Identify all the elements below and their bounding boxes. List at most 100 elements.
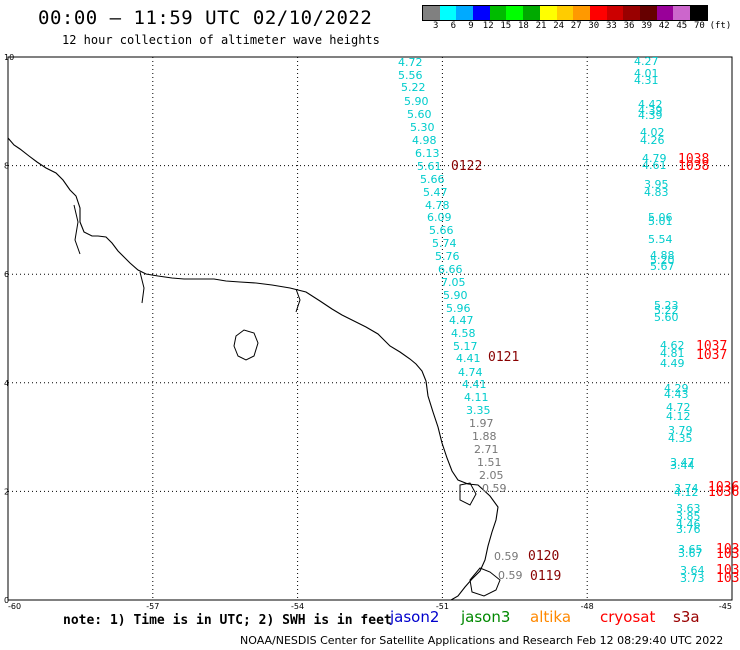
wave-height-obs: 5.74: [432, 237, 457, 250]
color-legend-swatch: [539, 6, 557, 20]
estuary-island: [459, 482, 477, 506]
footer-note: note: 1) Time is in UTC; 2) SWH is in fe…: [63, 613, 392, 628]
buoy-id-label: 103: [716, 547, 739, 562]
wave-height-obs: 4.39: [638, 109, 663, 122]
chart-title: 00:00 – 11:59 UTC 02/10/2022: [38, 7, 373, 29]
wave-height-obs: 5.66: [429, 224, 454, 237]
wave-height-obs: 3.64: [680, 564, 705, 577]
wave-height-obs: 4.46: [676, 518, 701, 531]
color-legend-swatch: [639, 6, 657, 20]
buoy-id-label: 1038: [678, 152, 709, 167]
wave-height-color-legend: [422, 5, 708, 21]
buoy-id-label: 1038: [678, 159, 709, 174]
wave-height-obs: 4.61: [642, 159, 667, 172]
color-legend-swatch: [473, 6, 490, 20]
wave-height-obs: 5.66: [420, 173, 445, 186]
wave-height-obs: 4.41: [462, 378, 487, 391]
x-tick-label: -60: [8, 602, 21, 611]
buoy-id-label: 0122: [451, 159, 482, 174]
wave-height-obs: 6.13: [415, 147, 440, 160]
color-legend-swatch: [606, 6, 624, 20]
wave-height-obs: 4.83: [644, 186, 669, 199]
x-tick-label: -54: [291, 602, 304, 611]
wave-height-obs: 4.42: [638, 98, 663, 111]
color-legend-label: 15: [500, 21, 512, 31]
wave-height-obs: 3.95: [644, 178, 669, 191]
color-legend-label: 45: [676, 21, 688, 31]
wave-height-obs: 4.49: [660, 357, 685, 370]
buoy-id-label: 0119: [530, 569, 561, 584]
color-legend-swatch: [656, 6, 674, 20]
wave-height-obs: 4.74: [458, 366, 483, 379]
color-legend-label: 36: [623, 21, 635, 31]
wave-height-obs: 5.01: [648, 215, 673, 228]
wave-height-obs: 2.71: [474, 443, 499, 456]
wave-height-obs: 6.09: [427, 211, 452, 224]
color-legend-label: 12: [482, 21, 494, 31]
y-tick-label: 0: [4, 596, 9, 605]
x-tick-label: -45: [719, 602, 732, 611]
wave-height-obs: 0.59: [494, 550, 519, 563]
wave-height-obs: 5.20: [650, 254, 675, 267]
wave-height-obs: 4.78: [425, 199, 450, 212]
wave-height-obs: 4.27: [634, 55, 659, 68]
wave-height-obs: 5.22: [654, 304, 679, 317]
wave-height-obs: 5.90: [404, 95, 429, 108]
buoy-id-label: 1036: [708, 480, 739, 495]
satellite-legend-item: cryosat: [600, 608, 656, 626]
color-legend-swatch: [589, 6, 607, 20]
coastline: [7, 137, 499, 601]
river-mouth: [139, 271, 145, 304]
footer-credit: NOAA/NESDIS Center for Satellite Applica…: [240, 634, 724, 647]
wave-height-obs: 5.56: [398, 69, 423, 82]
color-legend-swatch: [556, 6, 574, 20]
wave-height-obs: 3.35: [466, 404, 491, 417]
x-tick-label: -48: [581, 602, 594, 611]
wave-height-obs: 4.31: [634, 74, 659, 87]
wave-height-obs: 3.67: [678, 547, 703, 560]
buoy-id-label: 1037: [696, 339, 727, 354]
wave-height-obs: 5.47: [423, 186, 448, 199]
color-legend-label: 30: [588, 21, 600, 31]
river-mouth: [73, 204, 81, 255]
color-legend-swatch: [489, 6, 507, 20]
y-tick-label: 10: [4, 53, 14, 62]
buoy-id-label: 0120: [528, 549, 559, 564]
wave-height-obs: 5.30: [410, 121, 435, 134]
color-legend-label: 21: [535, 21, 547, 31]
color-legend-swatch: [623, 6, 640, 20]
y-tick-label: 4: [4, 379, 9, 388]
color-legend-swatch: [673, 6, 690, 20]
x-tick-label: -57: [146, 602, 159, 611]
y-tick-label: 6: [4, 270, 9, 279]
wave-height-obs: 1.51: [477, 456, 502, 469]
wave-height-obs: 4.12: [674, 486, 699, 499]
buoy-id-label: 1036: [708, 485, 739, 500]
color-legend-swatch: [523, 6, 540, 20]
wave-height-obs: 3.47: [670, 456, 695, 469]
wave-height-obs: 3.65: [678, 543, 703, 556]
wave-height-obs: 4.72: [398, 56, 423, 69]
color-legend-label: 27: [570, 21, 582, 31]
wave-height-obs: 3.85: [676, 510, 701, 523]
island: [233, 329, 259, 361]
wave-height-obs: 1.88: [472, 430, 497, 443]
wave-height-obs: 4.72: [666, 401, 691, 414]
wave-height-obs: 3.74: [674, 482, 699, 495]
estuary-island: [469, 567, 501, 597]
wave-height-obs: 5.60: [407, 108, 432, 121]
wave-height-obs: 4.62: [660, 339, 685, 352]
color-legend-label: 6: [450, 21, 457, 31]
buoy-id-label: 0121: [488, 350, 519, 365]
wave-height-obs: 5.96: [446, 302, 471, 315]
x-tick-label: -51: [436, 602, 449, 611]
wave-height-obs: 4.43: [664, 388, 689, 401]
wave-height-obs: 4.12: [666, 410, 691, 423]
buoy-id-label: 1037: [696, 348, 727, 363]
wave-height-obs: 4.35: [668, 432, 693, 445]
buoy-id-label: 103: [716, 563, 739, 578]
satellite-legend-item: altika: [530, 608, 572, 626]
satellite-legend-item: jason3: [461, 608, 511, 626]
wave-height-obs: 3.63: [676, 502, 701, 515]
color-legend-swatch: [573, 6, 590, 20]
